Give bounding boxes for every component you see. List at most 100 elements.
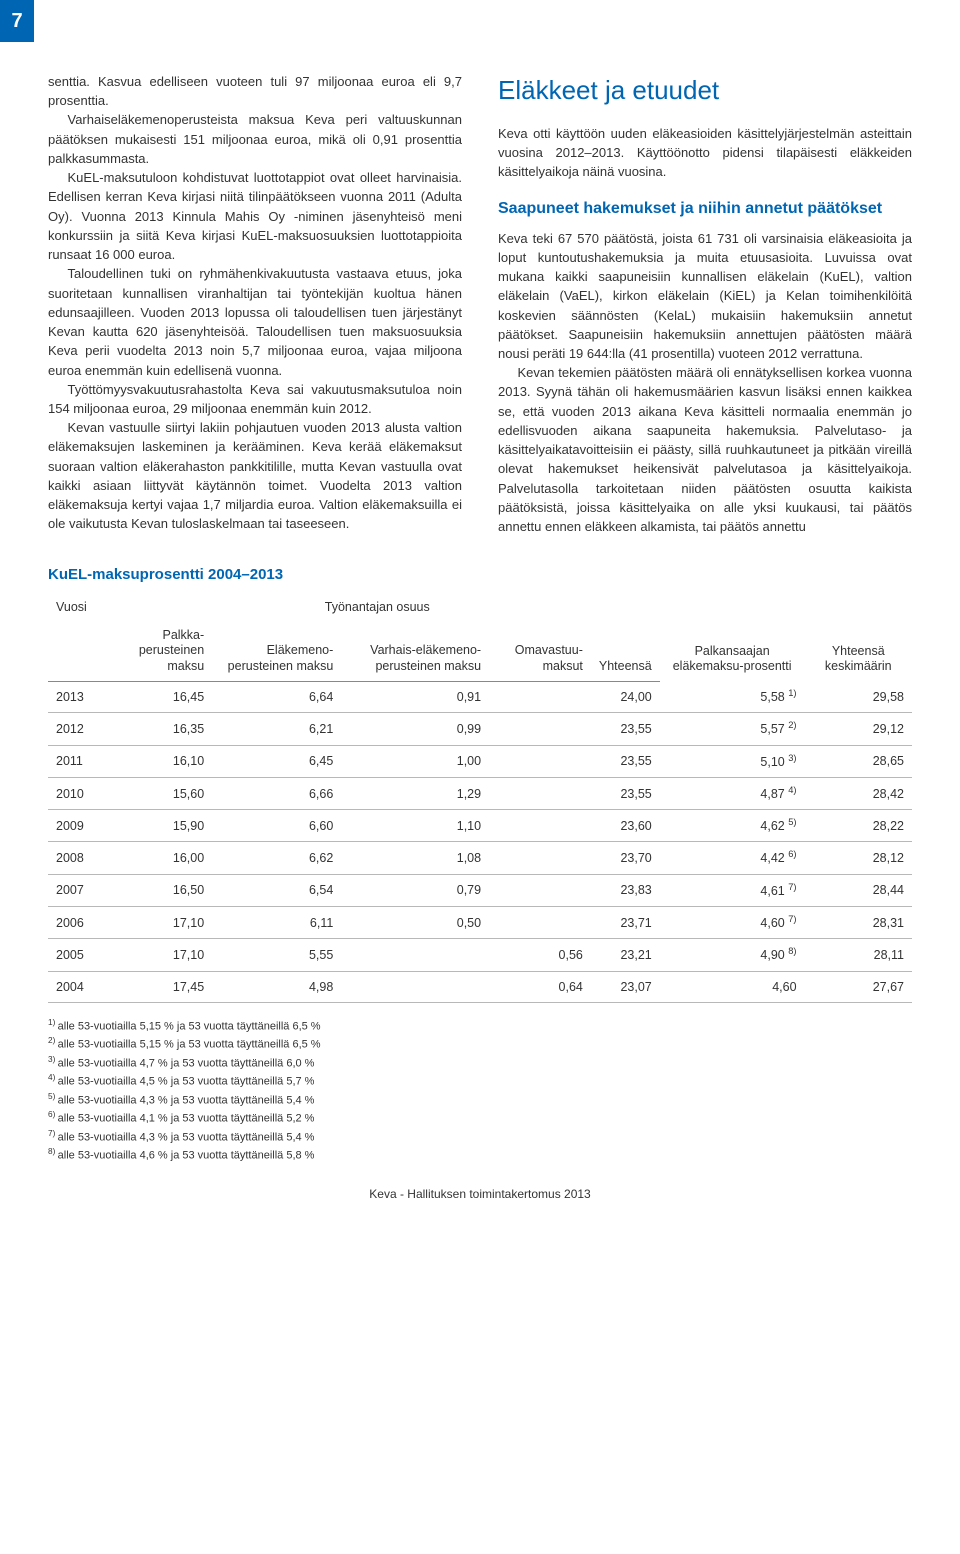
table-row: 200417,454,980,6423,074,60 27,67 [48, 971, 912, 1002]
table-cell [489, 874, 591, 906]
footnote-line: 7) alle 53-vuotiailla 4,3 % ja 53 vuotta… [48, 1128, 912, 1146]
table-cell [489, 745, 591, 777]
table-row: 201015,606,661,2923,554,87 4)28,42 [48, 777, 912, 809]
section-heading: Eläkkeet ja etuudet [498, 72, 912, 110]
table-cell [341, 971, 489, 1002]
two-column-body: senttia. Kasvua edelliseen vuoteen tuli … [48, 72, 912, 536]
table-cell: 17,10 [95, 939, 212, 971]
body-paragraph: Työttömyysvakuutusrahastolta Keva sai va… [48, 380, 462, 418]
table-row: 200915,906,601,10 23,604,62 5)28,22 [48, 810, 912, 842]
table-cell: 6,21 [212, 713, 341, 745]
footnote-line: 1) alle 53-vuotiailla 5,15 % ja 53 vuott… [48, 1017, 912, 1035]
table-cell: 23,55 [591, 745, 660, 777]
body-paragraph: Taloudellinen tuki on ryhmähenkivakuutus… [48, 264, 462, 379]
footnote-line: 5) alle 53-vuotiailla 4,3 % ja 53 vuotta… [48, 1091, 912, 1109]
table-cell: 16,50 [95, 874, 212, 906]
table-cell: 24,00 [591, 681, 660, 713]
table-cell [489, 842, 591, 874]
table-cell: 6,62 [212, 842, 341, 874]
table-title: KuEL-maksuprosentti 2004–2013 [48, 564, 912, 586]
table-cell: 4,98 [212, 971, 341, 1002]
right-column: Eläkkeet ja etuudet Keva otti käyttöön u… [498, 72, 912, 536]
table-cell: 0,79 [341, 874, 489, 906]
table-cell: 23,70 [591, 842, 660, 874]
table-cell: 23,07 [591, 971, 660, 1002]
footnote-line: 8) alle 53-vuotiailla 4,6 % ja 53 vuotta… [48, 1146, 912, 1164]
table-header: Yhteensä [591, 622, 660, 681]
table-cell [489, 713, 591, 745]
table-cell: 6,45 [212, 745, 341, 777]
table-cell: 4,62 5) [660, 810, 805, 842]
table-cell: 23,60 [591, 810, 660, 842]
table-cell: 29,58 [805, 681, 912, 713]
table-header: Yhteensä keskimäärin [805, 594, 912, 681]
table-header: Varhais-eläkemeno-perusteinen maksu [341, 622, 489, 681]
table-cell: 4,60 7) [660, 907, 805, 939]
table-cell: 15,60 [95, 777, 212, 809]
table-cell: 27,67 [805, 971, 912, 1002]
table-cell: 5,57 2) [660, 713, 805, 745]
table-cell: 2013 [48, 681, 95, 713]
table-row: 200716,506,540,7923,834,61 7)28,44 [48, 874, 912, 906]
table-cell: 0,99 [341, 713, 489, 745]
table-cell: 15,90 [95, 810, 212, 842]
table-cell [341, 939, 489, 971]
table-cell: 2010 [48, 777, 95, 809]
table-row: 200617,106,110,5023,714,60 7)28,31 [48, 907, 912, 939]
table-cell [489, 907, 591, 939]
table-header [48, 622, 95, 681]
table-cell: 2011 [48, 745, 95, 777]
footnote-line: 2) alle 53-vuotiailla 5,15 % ja 53 vuott… [48, 1035, 912, 1053]
table-header: Omavastuu-maksut [489, 622, 591, 681]
table-row: 200816,006,621,0823,704,42 6)28,12 [48, 842, 912, 874]
table-cell: 1,08 [341, 842, 489, 874]
table-row: 201116,106,451,0023,555,10 3)28,65 [48, 745, 912, 777]
body-paragraph: Kevan vastuulle siirtyi lakiin pohjautue… [48, 418, 462, 533]
table-header: Palkansaajan eläkemaksu-prosentti [660, 594, 805, 681]
table-header: Palkka-perusteinen maksu [95, 622, 212, 681]
table-cell: 28,22 [805, 810, 912, 842]
table-cell: 2008 [48, 842, 95, 874]
table-cell: 2009 [48, 810, 95, 842]
table-cell [489, 777, 591, 809]
footnote-line: 6) alle 53-vuotiailla 4,1 % ja 53 vuotta… [48, 1109, 912, 1127]
table-cell: 2007 [48, 874, 95, 906]
table-cell: 5,10 3) [660, 745, 805, 777]
table-cell: 17,45 [95, 971, 212, 1002]
table-cell: 17,10 [95, 907, 212, 939]
table-cell: 6,60 [212, 810, 341, 842]
table-cell: 1,29 [341, 777, 489, 809]
left-column: senttia. Kasvua edelliseen vuoteen tuli … [48, 72, 462, 536]
table-header: Vuosi [48, 594, 95, 622]
table-cell [489, 681, 591, 713]
body-paragraph: Varhaiseläkemenoperusteista maksua Keva … [48, 110, 462, 168]
table-cell: 6,66 [212, 777, 341, 809]
table-cell: 28,12 [805, 842, 912, 874]
table-cell: 16,35 [95, 713, 212, 745]
table-cell: 6,64 [212, 681, 341, 713]
table-cell: 4,90 8) [660, 939, 805, 971]
table-cell: 1,00 [341, 745, 489, 777]
table-cell [489, 810, 591, 842]
body-paragraph: senttia. Kasvua edelliseen vuoteen tuli … [48, 72, 462, 110]
body-paragraph: Keva teki 67 570 päätöstä, joista 61 731… [498, 229, 912, 364]
body-paragraph: Kevan tekemien päätösten määrä oli ennät… [498, 363, 912, 536]
table-cell: 0,56 [489, 939, 591, 971]
table-cell: 28,11 [805, 939, 912, 971]
table-cell: 28,42 [805, 777, 912, 809]
table-cell: 16,10 [95, 745, 212, 777]
table-header: Eläkemeno-perusteinen maksu [212, 622, 341, 681]
table-cell: 28,44 [805, 874, 912, 906]
table-cell: 2005 [48, 939, 95, 971]
table-cell: 1,10 [341, 810, 489, 842]
body-paragraph: Keva otti käyttöön uuden eläkeasioiden k… [498, 124, 912, 182]
table-cell: 4,61 7) [660, 874, 805, 906]
table-cell: 16,45 [95, 681, 212, 713]
table-cell: 5,55 [212, 939, 341, 971]
table-cell: 28,31 [805, 907, 912, 939]
table-cell: 2004 [48, 971, 95, 1002]
table-cell: 0,64 [489, 971, 591, 1002]
table-cell: 2006 [48, 907, 95, 939]
table-cell: 4,87 4) [660, 777, 805, 809]
table-cell: 23,71 [591, 907, 660, 939]
